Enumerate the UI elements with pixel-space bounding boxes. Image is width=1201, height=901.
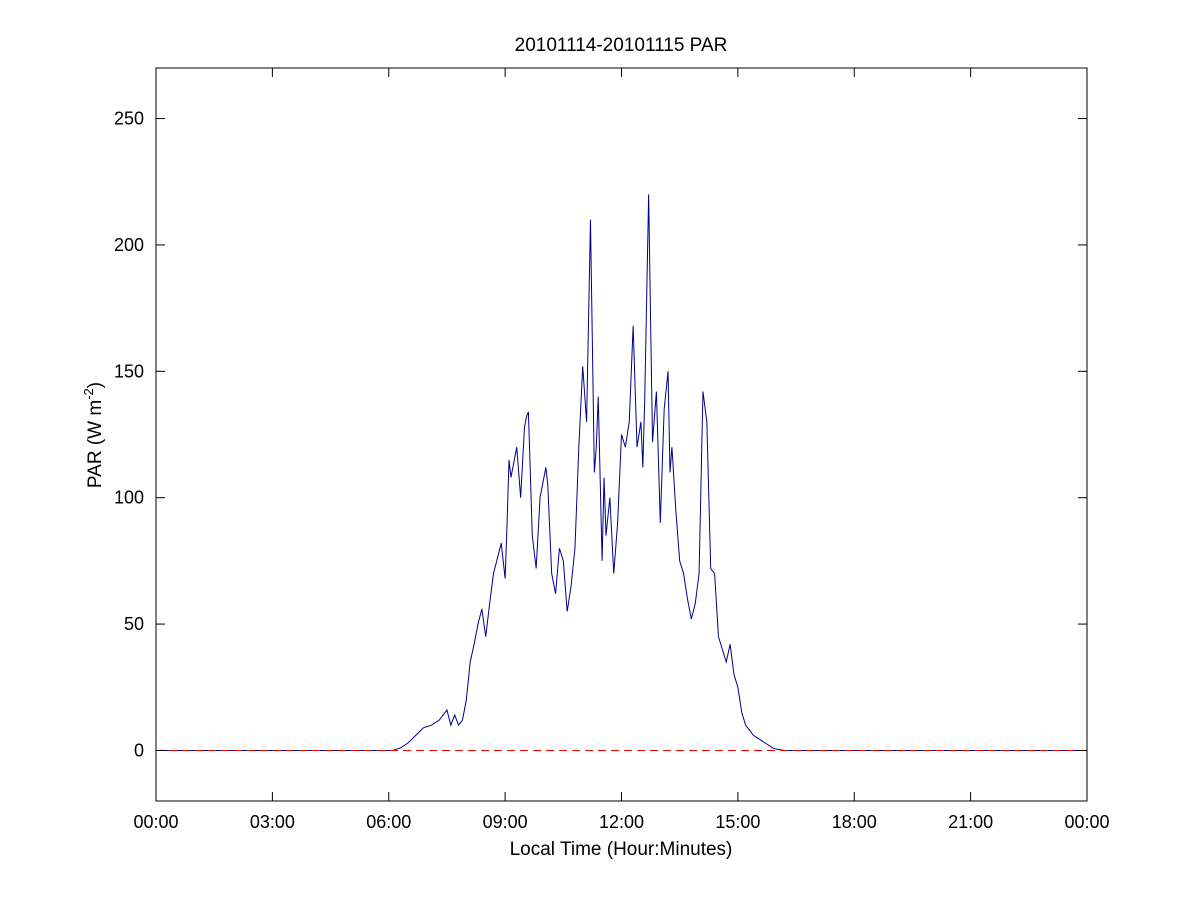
par-series-line — [156, 194, 1087, 751]
x-tick-label: 06:00 — [366, 812, 411, 832]
x-tick-label: 00:00 — [1064, 812, 1109, 832]
x-tick-label: 12:00 — [599, 812, 644, 832]
tick-layer: 00:00 03:00 06:00 09:00 12:00 15:00 18:00 21:00… — [114, 68, 1110, 832]
y-tick-label: 100 — [114, 488, 144, 508]
y-axis-label-close: ) — [85, 382, 106, 388]
y-axis-label: PAR (W m-2) — [81, 382, 106, 488]
y-tick-label: 200 — [114, 235, 144, 255]
y-axis-label-main: PAR (W m — [85, 400, 106, 488]
y-tick-label: 150 — [114, 361, 144, 381]
x-tick-label: 18:00 — [832, 812, 877, 832]
x-tick-label: 03:00 — [250, 812, 295, 832]
y-tick-label: 250 — [114, 109, 144, 129]
x-tick-label: 09:00 — [483, 812, 528, 832]
y-tick-label: 0 — [134, 740, 144, 760]
series-layer — [156, 194, 1087, 751]
y-tick-label: 50 — [124, 614, 144, 634]
x-axis-label: Local Time (Hour:Minutes) — [510, 839, 733, 860]
x-tick-label: 15:00 — [715, 812, 760, 832]
x-tick-label: 21:00 — [948, 812, 993, 832]
x-tick-label: 00:00 — [133, 812, 178, 832]
chart-title: 20101114-20101115 PAR — [515, 35, 728, 56]
y-axis-label-superscript: -2 — [81, 388, 96, 400]
